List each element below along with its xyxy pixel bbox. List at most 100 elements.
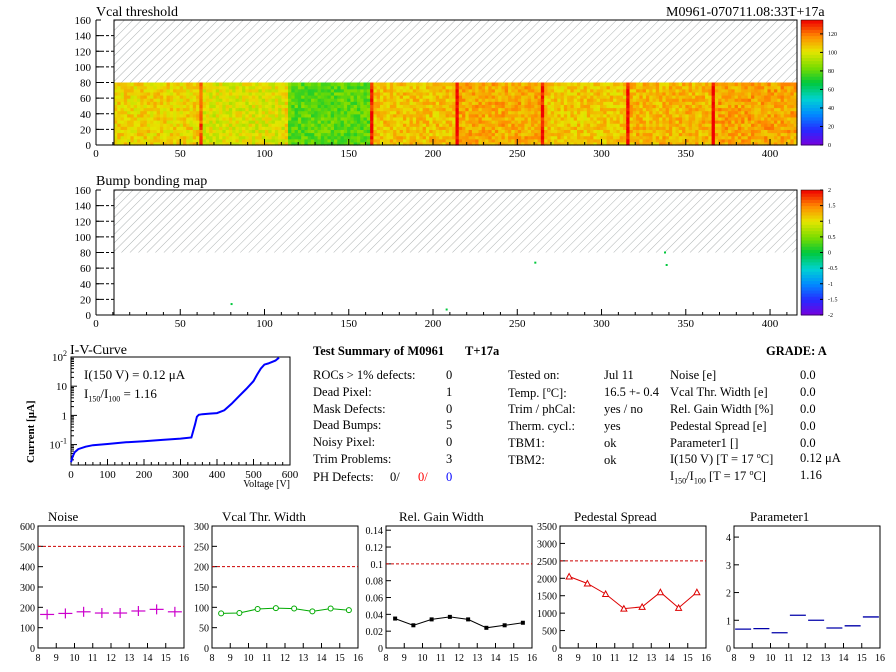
- map-cell: [609, 138, 614, 143]
- map-cell: [764, 88, 769, 93]
- map-cell: [560, 85, 565, 90]
- map-cell: [603, 126, 608, 130]
- map-cell: [396, 120, 401, 124]
- map-cell: [192, 138, 197, 143]
- map-cell: [517, 101, 522, 105]
- map-cell: [554, 82, 558, 87]
- map-cell: [189, 113, 194, 118]
- map-cell: [166, 98, 171, 102]
- iv-curve-panel: I-V-Curve 102 10 1 10-1 0 100 200 300 400 500 600 V…: [0, 340, 300, 490]
- map-cell: [258, 141, 263, 146]
- map-cell: [347, 95, 352, 99]
- map-cell: [445, 113, 450, 118]
- data-point: [565, 572, 573, 580]
- map-cell: [311, 129, 315, 134]
- map-cell: [153, 91, 158, 96]
- colorbar-tick-label: -2: [828, 313, 833, 319]
- map-cell: [419, 120, 424, 124]
- map-cell: [711, 120, 716, 124]
- map-cell: [215, 101, 220, 105]
- map-cell: [419, 138, 424, 143]
- panel-title: Parameter1: [750, 509, 810, 524]
- map-cell: [291, 85, 296, 90]
- map-cell: [580, 107, 585, 112]
- panel-y-tick-label: 300: [194, 522, 209, 533]
- map-cell: [606, 98, 611, 102]
- map-cell: [409, 88, 414, 93]
- map-cell: [159, 116, 164, 121]
- panel-x-tick-label: 15: [509, 653, 519, 664]
- map-cell: [406, 85, 411, 90]
- map-cell: [737, 104, 742, 109]
- map-cell: [514, 116, 519, 121]
- map-cell: [645, 123, 650, 127]
- map-cell: [189, 132, 194, 137]
- map-cell: [412, 138, 417, 143]
- map-cell: [186, 88, 191, 93]
- map-cell: [527, 88, 532, 93]
- map-cell: [481, 126, 486, 130]
- map-cell: [209, 85, 214, 90]
- map-cell: [153, 129, 158, 134]
- map-cell: [599, 107, 604, 112]
- map-cell: [728, 95, 732, 99]
- map-cell: [560, 141, 565, 146]
- panel-y-tick-label: 2: [726, 589, 731, 600]
- map-cell: [570, 138, 575, 143]
- map-cell: [668, 123, 673, 127]
- map-cell: [150, 132, 155, 137]
- map-cell: [393, 104, 397, 109]
- map-cell: [429, 88, 434, 93]
- map-cell: [629, 91, 634, 96]
- map-cell: [159, 141, 164, 146]
- map-cell: [215, 107, 220, 112]
- map-cell: [570, 98, 575, 102]
- map-cell: [488, 110, 493, 115]
- colorbar-step: [801, 296, 823, 300]
- map-cell: [567, 141, 572, 146]
- map-cell: [199, 120, 204, 124]
- map-cell: [278, 132, 283, 137]
- map-cell: [416, 138, 420, 143]
- map-cell: [754, 116, 759, 121]
- map-cell: [734, 110, 739, 115]
- map-cell: [688, 98, 693, 102]
- map-cell: [494, 135, 499, 140]
- map-cell: [698, 82, 703, 87]
- map-cell: [682, 132, 686, 137]
- map-cell: [721, 95, 726, 99]
- map-cell: [419, 113, 424, 118]
- map-cell: [596, 116, 601, 121]
- map-cell: [432, 120, 437, 124]
- map-cell: [123, 85, 128, 90]
- x-tick-label: 300: [593, 318, 610, 330]
- map-cell: [580, 88, 585, 93]
- map-cell: [379, 95, 384, 99]
- map-cell: [481, 120, 486, 124]
- map-cell: [350, 110, 355, 115]
- map-cell: [416, 91, 420, 96]
- map-cell: [688, 129, 693, 134]
- map-cell: [314, 135, 319, 140]
- map-cell: [622, 88, 627, 93]
- map-cell: [455, 126, 460, 130]
- map-cell: [570, 85, 575, 90]
- map-cell: [626, 129, 631, 134]
- map-cell: [366, 116, 371, 121]
- map-cell: [629, 98, 634, 102]
- map-cell: [409, 107, 414, 112]
- panel-y-tick-label: 200: [20, 603, 35, 614]
- map-cell: [146, 135, 151, 140]
- map-cell: [422, 85, 427, 90]
- colorbar-step: [801, 38, 823, 43]
- map-cell: [429, 132, 434, 137]
- map-cell: [711, 113, 716, 118]
- map-cell: [445, 123, 450, 127]
- map-cell: [370, 138, 375, 143]
- map-cell: [481, 88, 486, 93]
- map-cell: [793, 85, 798, 90]
- map-cell: [491, 88, 496, 93]
- map-cell: [678, 126, 683, 130]
- colorbar-step: [801, 261, 823, 266]
- map-cell: [150, 107, 155, 112]
